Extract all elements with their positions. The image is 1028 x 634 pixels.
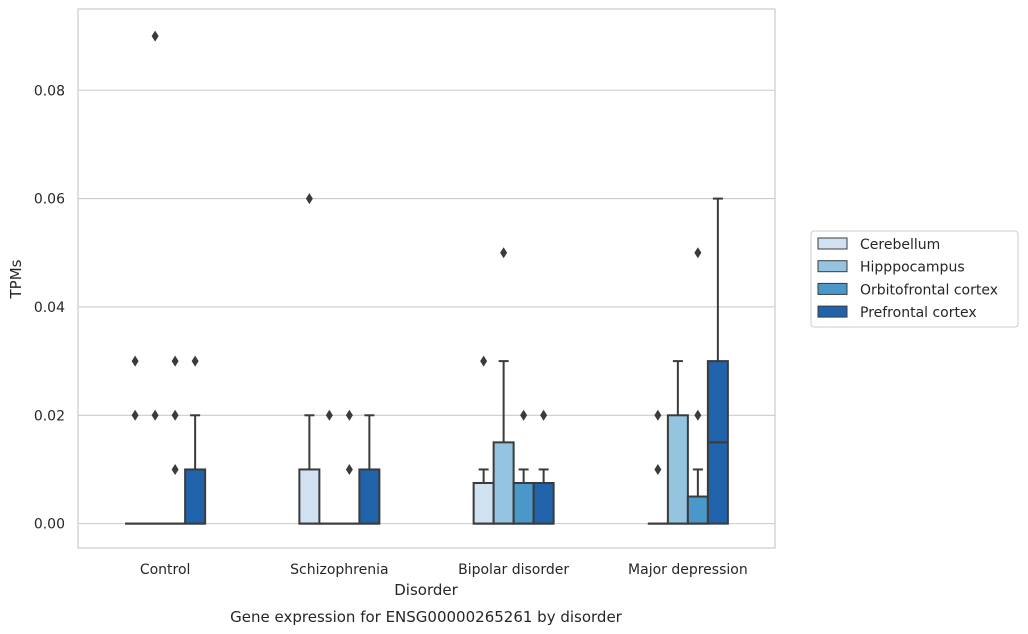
box-group (472, 355, 495, 525)
box (532, 481, 555, 525)
box-group (319, 409, 340, 525)
outlier-point (171, 463, 179, 475)
box-group (145, 30, 166, 525)
outlier-point (654, 409, 662, 421)
x-tick-label: Major depression (628, 562, 748, 578)
y-tick-label: 0.00 (34, 517, 65, 533)
legend: Cerebellum Hipppocampus Orbitofrontal cort… (810, 230, 1019, 328)
box-group (184, 355, 207, 525)
box (512, 481, 535, 525)
y-tick-label: 0.08 (34, 83, 65, 99)
outlier-point (151, 409, 159, 421)
legend-frame (810, 230, 1019, 328)
y-axis-label: TPMs (7, 259, 25, 299)
outlier-point (480, 355, 488, 367)
y-tick-label: 0.02 (34, 408, 65, 424)
outlier-point (345, 409, 353, 421)
outlier-point (131, 355, 139, 367)
y-axis-ticks: 0.00 0.02 0.04 0.06 0.08 (34, 83, 65, 532)
box-group (512, 409, 535, 525)
box (686, 495, 709, 525)
box-group (358, 414, 381, 525)
plot-frame (77, 8, 776, 549)
box (666, 414, 689, 525)
outlier-point (191, 355, 199, 367)
outlier-point (325, 409, 333, 421)
outlier-point (171, 409, 179, 421)
chart-caption: Gene expression for ENSG00000265261 by d… (230, 608, 623, 626)
box-group (492, 247, 515, 525)
legend-label: Prefrontal cortex (860, 305, 977, 321)
outlier-point (500, 247, 508, 259)
x-axis-label: Disorder (394, 581, 458, 599)
box-group (165, 355, 186, 525)
box-group (666, 360, 689, 525)
outlier-point (345, 463, 353, 475)
x-tick-label: Schizophrenia (290, 562, 388, 578)
y-tick-label: 0.06 (34, 192, 65, 208)
box (472, 481, 495, 525)
outlier-point (171, 355, 179, 367)
outlier-point (305, 193, 313, 205)
legend-swatch (817, 305, 848, 318)
outlier-point (540, 409, 548, 421)
legend-label: Cerebellum (860, 237, 940, 253)
box (358, 468, 381, 525)
box-group (532, 409, 555, 525)
outlier-point (151, 30, 159, 42)
legend-swatch (817, 237, 848, 250)
legend-label: Orbitofrontal cortex (860, 282, 998, 298)
box-group (339, 409, 360, 525)
legend-swatch (817, 282, 848, 295)
box-group (125, 355, 146, 525)
y-tick-label: 0.04 (34, 300, 65, 316)
box-group (686, 247, 709, 525)
box-group (298, 193, 321, 525)
box (184, 468, 207, 525)
legend-swatch (817, 260, 848, 273)
outlier-point (131, 409, 139, 421)
outlier-point (520, 409, 528, 421)
x-tick-label: Control (140, 562, 191, 578)
x-tick-label: Bipolar disorder (458, 562, 569, 578)
outlier-point (654, 463, 662, 475)
outlier-point (694, 247, 702, 259)
legend-label: Hipppocampus (860, 260, 965, 276)
outlier-point (694, 409, 702, 421)
box-group (706, 197, 729, 525)
box (298, 468, 321, 525)
box-group (647, 409, 668, 525)
box (492, 441, 515, 525)
boxes-layer (125, 30, 729, 525)
x-axis-ticks: Control Schizophrenia Bipolar disorder Majo… (140, 562, 748, 578)
